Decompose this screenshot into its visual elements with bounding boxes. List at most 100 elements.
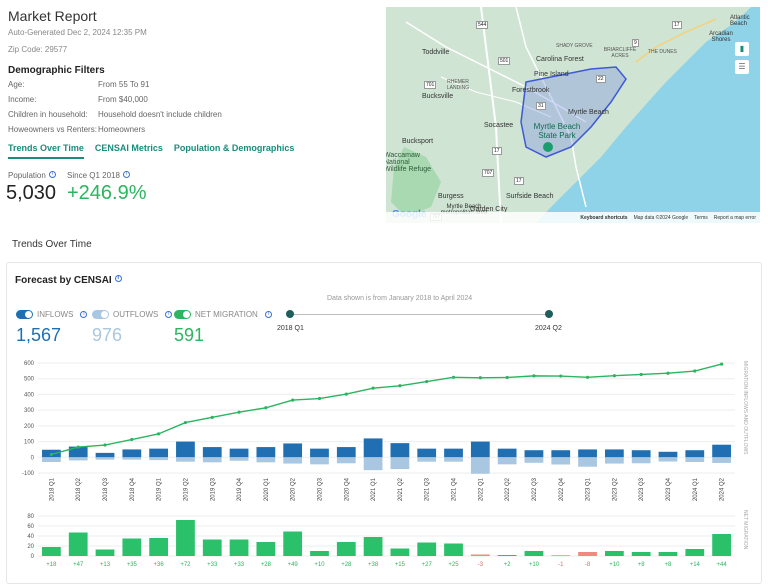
filter-value-income: From $40,000	[98, 95, 148, 104]
toggle-switch[interactable]	[92, 310, 109, 319]
map-label: SHADY GROVE	[556, 43, 593, 49]
inflow-bar	[363, 438, 383, 458]
toggle-switch[interactable]	[174, 310, 191, 319]
inflows-toggle[interactable]: INFLOWS i	[16, 310, 88, 319]
inflow-bar	[497, 448, 517, 458]
terms-link[interactable]: Terms	[694, 214, 708, 221]
outflow-bar	[578, 457, 597, 467]
inflow-bar	[310, 448, 329, 458]
zip-code: Zip Code: 29577	[8, 45, 68, 54]
route-shield: 17	[514, 177, 524, 185]
x-tick-label: 2022 Q3	[532, 477, 538, 501]
map-label: Socastee	[484, 122, 514, 129]
x-tick-label: 2020 Q1	[264, 477, 270, 501]
net-bar	[444, 543, 463, 556]
tab-trends-over-time[interactable]: Trends Over Time	[8, 143, 84, 159]
y-tick-label: 200	[24, 424, 35, 430]
info-icon[interactable]: i	[264, 311, 272, 318]
net-migration-point	[130, 437, 134, 442]
map-list-icon[interactable]: ☰	[735, 60, 749, 74]
info-icon[interactable]: i	[80, 311, 88, 318]
outflows-toggle[interactable]: OUTFLOWS i	[92, 310, 173, 319]
net-bar-label: +33	[234, 562, 245, 568]
route-shield: 701	[424, 81, 437, 89]
net-bar	[95, 549, 115, 556]
y-tick-label: 100	[24, 440, 35, 446]
net-migration-point	[559, 374, 563, 378]
range-slider-start-handle[interactable]	[286, 310, 294, 318]
net-bar	[149, 538, 169, 556]
x-tick-label: 2024 Q2	[720, 477, 726, 501]
range-slider-end-handle[interactable]	[545, 310, 553, 318]
map-canvas	[391, 7, 760, 223]
net-bar-label: -1	[558, 562, 564, 568]
info-icon[interactable]: i	[114, 275, 122, 282]
inflow-bar	[712, 444, 731, 458]
info-icon[interactable]: i	[165, 311, 173, 318]
outflows-value: 976	[92, 325, 123, 345]
inflow-bar	[578, 449, 597, 458]
net-migration-point	[639, 372, 643, 377]
net-bar	[497, 555, 517, 556]
toggle-switch[interactable]	[16, 310, 33, 319]
map[interactable]: Atlantic Beach Arcadian Shores THE DUNES…	[386, 7, 760, 223]
outflow-bar	[497, 457, 517, 465]
info-icon[interactable]: i	[122, 171, 130, 178]
outflow-bar	[658, 457, 678, 462]
inflow-bar	[202, 447, 222, 458]
keyboard-shortcuts-link[interactable]: Keyboard shortcuts	[580, 214, 628, 221]
zip-boundary	[520, 66, 627, 158]
net-migration-point	[157, 432, 161, 436]
outflow-bar	[444, 457, 463, 462]
map-label: THE DUNES	[648, 49, 677, 55]
net-bar	[363, 537, 383, 556]
tab-censai-metrics[interactable]: CENSAI Metrics	[94, 143, 163, 153]
inflow-bar	[524, 450, 544, 458]
net-migration-toggle[interactable]: NET MIGRATION i	[174, 310, 272, 319]
net-migration-point	[264, 406, 268, 410]
net-bar	[390, 548, 410, 556]
net-migration-line	[51, 363, 722, 456]
net-migration-point	[693, 369, 697, 373]
range-slider-track[interactable]	[290, 314, 552, 315]
since-value: +246.9%	[67, 182, 147, 204]
net-bar-label: +38	[368, 562, 379, 568]
net-bar-label: +47	[73, 562, 84, 568]
y-tick-label: 600	[24, 361, 35, 367]
map-label: Bucksville	[422, 93, 454, 100]
map-footer: Keyboard shortcuts Map data ©2024 Google…	[386, 212, 760, 223]
tab-population-demographics[interactable]: Population & Demographics	[173, 143, 295, 153]
y-tick-label: 80	[27, 514, 34, 520]
net-migration-point	[344, 392, 348, 396]
info-icon[interactable]: i	[48, 171, 56, 178]
inflow-bar	[685, 450, 705, 458]
x-tick-label: 2022 Q4	[559, 477, 565, 501]
outflows-label: OUTFLOWS	[113, 310, 159, 319]
inflow-bar	[95, 452, 115, 458]
net-bar-label: +25	[448, 562, 459, 568]
report-map-error-link[interactable]: Report a map error	[713, 214, 756, 221]
y-tick-label: 40	[27, 534, 34, 540]
inflow-bar	[470, 441, 490, 458]
net-bar	[283, 531, 303, 556]
x-tick-label: 2023 Q1	[586, 477, 592, 501]
outflow-bar	[604, 457, 624, 464]
outflow-bar	[176, 457, 195, 462]
map-label: BRIARCLIFFE ACRES	[603, 47, 637, 59]
map-label: Atlantic Beach	[730, 15, 750, 27]
inflow-bar	[551, 450, 571, 458]
x-tick-label: 2022 Q2	[505, 477, 511, 501]
x-tick-label: 2020 Q2	[291, 477, 297, 501]
outflow-bar	[229, 457, 249, 461]
route-shield: 501	[498, 57, 511, 65]
layers-icon[interactable]: ▮	[735, 42, 749, 56]
population-value: 5,030	[6, 182, 57, 204]
map-label: Pine Island	[534, 71, 569, 78]
map-label: Waccamaw National Wildlife Refuge	[386, 152, 432, 173]
net-bar	[336, 542, 356, 556]
route-shield: 22	[596, 75, 606, 83]
x-tick-label: 2022 Q1	[478, 477, 484, 501]
filter-label-children: Children in household:	[8, 110, 88, 119]
net-bar	[551, 555, 571, 556]
net-bar-label: +35	[127, 562, 138, 568]
